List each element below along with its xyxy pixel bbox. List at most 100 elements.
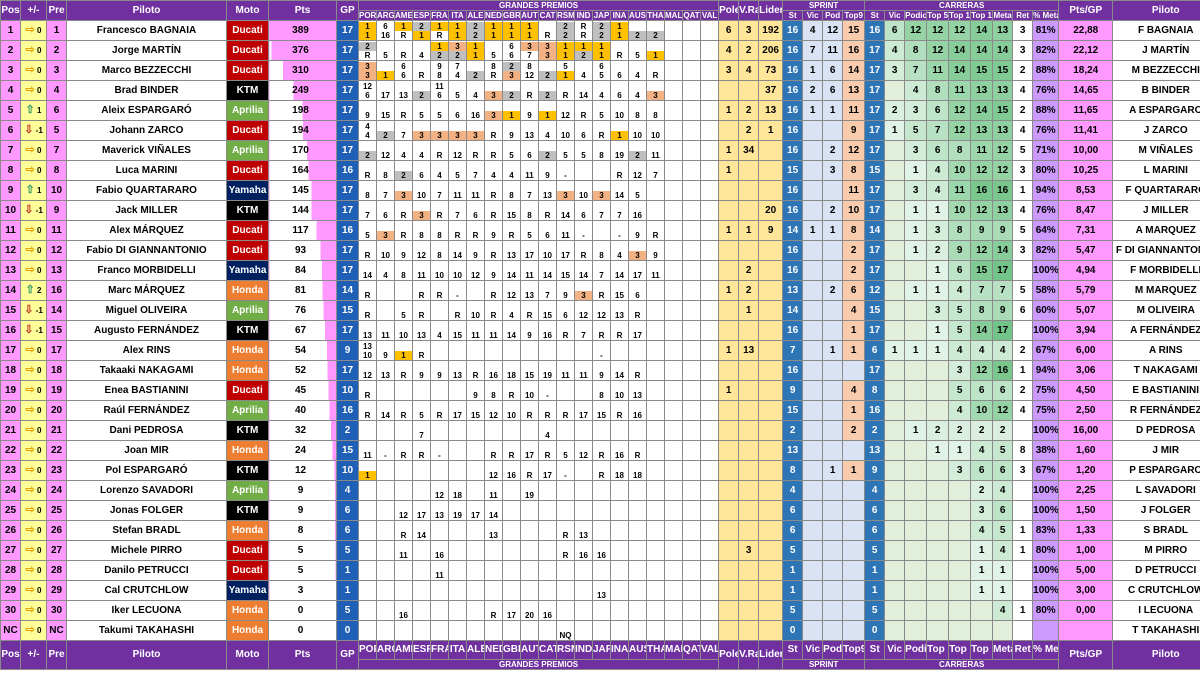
- rider-vrap: [738, 580, 760, 601]
- race-result: 1: [611, 130, 628, 140]
- race-result: [450, 451, 466, 460]
- sprint-result: [666, 262, 682, 271]
- carreras-ct15: 1: [970, 540, 994, 561]
- sprint-result: [504, 322, 520, 331]
- sprint-result: [396, 542, 412, 551]
- sprint-result: [540, 182, 556, 191]
- gp-result: [682, 560, 701, 581]
- race-result: [432, 531, 448, 540]
- rider-row: 20 ⇨ 0 20 Raúl FERNÁNDEZ Aprilia 40 16 R 14 R 5 R 17…: [0, 400, 1200, 421]
- rider-vrap: [738, 480, 760, 501]
- carreras-ct5: 3: [926, 220, 950, 241]
- race-result: [684, 51, 700, 60]
- rider-short-name: E BASTIANINI: [1112, 380, 1200, 401]
- race-result: 2: [431, 50, 448, 60]
- carreras-cmeta: 2: [992, 420, 1014, 441]
- rider-pts: 84: [268, 260, 337, 281]
- gp-result: [699, 180, 720, 201]
- race-result: [666, 171, 682, 180]
- race-result: 9: [419, 370, 424, 380]
- sprint-result: [702, 422, 718, 431]
- rider-delta: ⇨ 0: [20, 220, 47, 241]
- sprint-result: [684, 362, 700, 371]
- gp-result: R: [412, 440, 431, 461]
- gp-result: 9: [376, 340, 395, 361]
- gp-result: 6 16: [376, 20, 395, 41]
- race-result: R: [652, 70, 659, 80]
- rider-short-name: D PEDROSA: [1112, 420, 1200, 441]
- delta-value: 0: [34, 86, 42, 95]
- rider-name: Joan MIR: [66, 440, 227, 461]
- gp-result: [358, 480, 377, 501]
- sprint-st: 16: [782, 180, 804, 201]
- race-result: [594, 531, 610, 540]
- gp-result: [484, 340, 503, 361]
- sprint-svic: [802, 480, 824, 501]
- gp-result: [699, 320, 720, 341]
- rider-ppg: 1,20: [1058, 460, 1114, 481]
- gp-result: 5: [556, 140, 575, 161]
- sprint-result: [378, 542, 394, 551]
- rider-moto: Ducati: [226, 540, 269, 561]
- gp-result: 10: [448, 260, 467, 281]
- sprint-result: [558, 302, 574, 311]
- gp-result: [664, 100, 683, 121]
- sprint-result: [702, 122, 718, 131]
- sprint-result: [666, 342, 682, 351]
- gp-result: 6: [610, 60, 629, 81]
- rider-name: Iker LECUONA: [66, 600, 227, 621]
- race-result: 19: [615, 150, 624, 160]
- carreras-cpod: 1: [904, 240, 928, 261]
- rider-short-name: M BEZZECCHI: [1112, 60, 1200, 81]
- delta-value: 2: [34, 286, 42, 295]
- race-result: 4: [617, 250, 622, 260]
- sprint-result: [414, 422, 430, 431]
- sprint-result: [450, 362, 466, 371]
- gp-result: 12: [394, 500, 413, 521]
- gp-result: [466, 420, 485, 441]
- rider-name: Lorenzo SAVADORI: [66, 480, 227, 501]
- race-result: [540, 531, 556, 540]
- sprint-result: [630, 322, 646, 331]
- sprint-result: [630, 602, 646, 611]
- sprint-st: 9: [782, 380, 804, 401]
- carreras-ct10: [948, 520, 972, 541]
- rider-vrap: [738, 160, 760, 181]
- race-result: [414, 491, 430, 500]
- gp-result: 2: [394, 160, 413, 181]
- gp-result: [699, 120, 720, 141]
- race-result: [504, 351, 520, 360]
- rider-pre: 28: [46, 560, 67, 581]
- sprint-result: [648, 522, 664, 531]
- gp-result: 16: [574, 540, 593, 561]
- rider-delta: ⇩ -1: [20, 120, 47, 141]
- sprint-result: 6: [401, 61, 406, 71]
- rider-moto: Honda: [226, 360, 269, 381]
- race-result: 4: [581, 70, 586, 80]
- rider-lider: [758, 620, 784, 641]
- sprint-svic: 2: [802, 80, 824, 101]
- race-result: R: [526, 310, 533, 320]
- race-result: [666, 311, 682, 320]
- carreras-cpod: [904, 320, 928, 341]
- delta-value: -1: [33, 206, 43, 215]
- gp-result: 13: [592, 580, 611, 601]
- gp-result: R: [520, 460, 539, 481]
- gp-result: 2: [502, 80, 521, 101]
- sprint-result: [576, 582, 592, 591]
- sprint-result: [540, 622, 556, 631]
- race-result: -: [438, 450, 441, 460]
- rider-pts: 9: [268, 500, 337, 521]
- carreras-ct15: 4: [970, 340, 994, 361]
- delta-value: 0: [34, 486, 42, 495]
- race-result: [666, 431, 682, 440]
- race-result: 14: [489, 510, 498, 520]
- sprint-result: [666, 322, 682, 331]
- gp-result: 17: [556, 240, 575, 261]
- rider-moto: Aprilia: [226, 140, 269, 161]
- race-result: 5: [527, 230, 532, 240]
- sprint-result: [540, 62, 556, 71]
- rider-vrap: [738, 520, 760, 541]
- carreras-cmeta: 1: [992, 560, 1014, 581]
- gp-result: 11: [412, 260, 431, 281]
